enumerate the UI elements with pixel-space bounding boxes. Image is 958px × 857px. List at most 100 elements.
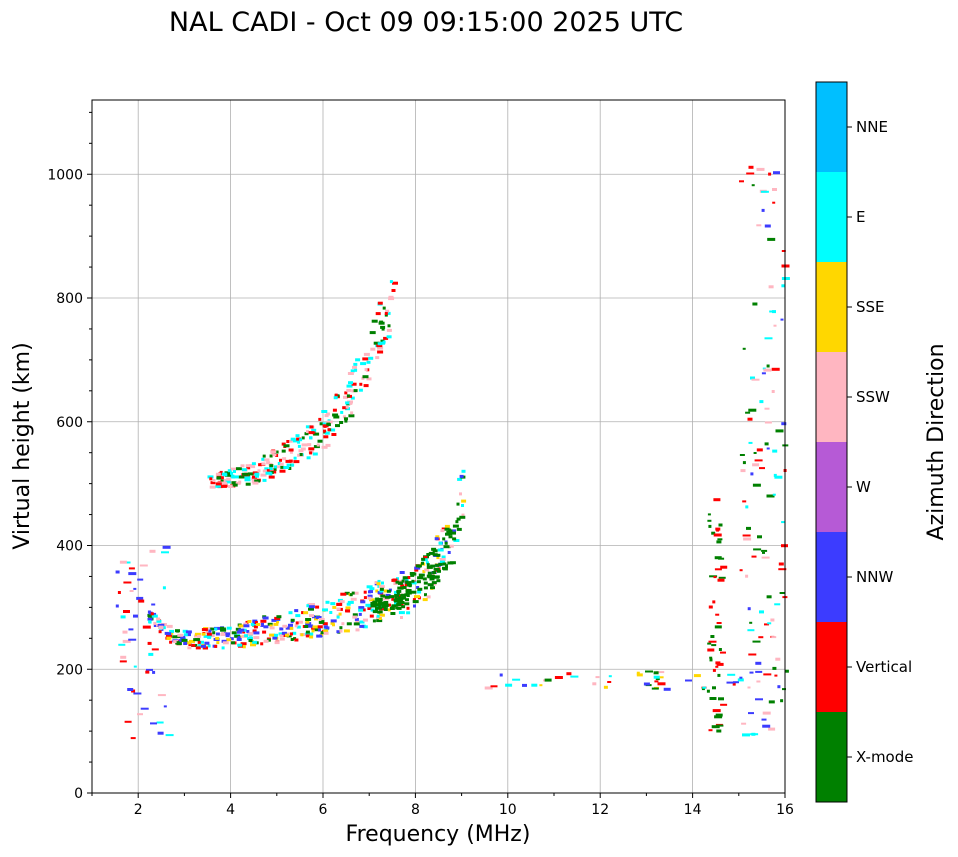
echo-point	[308, 447, 315, 451]
echo-point	[764, 623, 769, 626]
echo-point	[318, 620, 324, 624]
echo-point	[436, 556, 440, 560]
echo-point	[391, 289, 396, 292]
echo-point	[772, 310, 776, 314]
echo-point	[444, 524, 450, 528]
echo-point	[421, 561, 424, 565]
echo-point	[384, 312, 388, 315]
echo-point	[444, 541, 448, 545]
echo-point	[281, 634, 288, 637]
echo-point	[384, 601, 389, 604]
echo-point	[251, 480, 255, 483]
echo-point	[262, 630, 267, 634]
echo-point	[376, 582, 381, 586]
echo-point	[780, 318, 784, 321]
echo-point	[426, 595, 431, 599]
echo-point	[377, 610, 381, 614]
echo-point	[442, 562, 447, 566]
echo-point	[756, 167, 765, 171]
echo-point	[371, 319, 378, 323]
echo-point	[745, 574, 749, 578]
echo-point	[742, 347, 746, 350]
echo-point	[359, 382, 363, 386]
echo-point	[254, 472, 260, 476]
echo-point	[269, 624, 273, 628]
echo-point	[392, 578, 398, 582]
echo-point	[322, 424, 329, 428]
echo-point	[434, 537, 439, 541]
echo-point	[376, 619, 383, 623]
echo-point	[761, 372, 766, 375]
echo-point	[755, 698, 763, 701]
echo-point	[421, 557, 426, 561]
echo-point	[269, 464, 274, 468]
echo-point	[333, 415, 340, 419]
echo-point	[261, 622, 264, 626]
echo-point	[432, 553, 438, 557]
echo-point	[753, 452, 757, 454]
echo-point	[351, 591, 355, 595]
echo-point	[296, 625, 301, 629]
echo-point	[214, 627, 218, 631]
echo-point	[253, 636, 260, 640]
echo-point	[431, 581, 437, 585]
echo-point	[453, 539, 460, 542]
echo-point	[770, 618, 775, 622]
echo-point	[726, 681, 734, 684]
echo-point	[165, 734, 174, 737]
echo-point	[385, 309, 390, 313]
echo-point	[745, 505, 749, 509]
echo-point	[353, 389, 358, 393]
echo-point	[381, 605, 387, 609]
echo-point	[363, 352, 370, 356]
echo-point	[205, 630, 209, 634]
echo-point	[332, 413, 339, 417]
echo-point	[411, 590, 417, 594]
echo-point	[439, 558, 446, 561]
echo-point	[761, 549, 768, 552]
echo-point	[401, 579, 405, 583]
echo-point	[247, 620, 252, 623]
echo-point	[321, 620, 325, 624]
echo-point	[762, 724, 771, 728]
echo-point	[285, 633, 289, 637]
echo-point	[338, 612, 342, 616]
colorbar-tick-label: NNE	[856, 118, 888, 136]
x-tick-label: 14	[684, 802, 702, 818]
echo-point	[295, 434, 300, 438]
echo-point	[278, 632, 283, 636]
echo-point	[269, 633, 276, 637]
echo-point	[133, 692, 142, 695]
echo-point	[397, 586, 404, 590]
echo-point	[346, 388, 352, 392]
echo-point	[709, 658, 713, 662]
echo-point	[127, 688, 134, 691]
echo-point	[766, 494, 775, 498]
echo-point	[152, 670, 156, 674]
echo-point	[309, 603, 315, 606]
echo-point	[301, 436, 305, 440]
echo-point	[707, 519, 712, 522]
echo-point	[720, 703, 728, 706]
echo-point	[281, 449, 286, 453]
echo-point	[775, 429, 784, 433]
echo-point	[305, 620, 310, 624]
echo-point	[201, 632, 206, 636]
echo-point	[156, 617, 161, 621]
echo-point	[441, 555, 446, 559]
colorbar-segment-e	[816, 172, 847, 262]
echo-point	[375, 606, 380, 610]
echo-point	[444, 527, 450, 531]
echo-point	[766, 447, 770, 450]
echo-point	[345, 401, 351, 405]
echo-point	[354, 591, 359, 595]
echo-point	[369, 587, 375, 591]
echo-point	[220, 476, 224, 480]
echo-point	[424, 568, 430, 572]
echo-point	[247, 637, 253, 640]
echo-point	[326, 420, 333, 424]
echo-point	[128, 572, 137, 576]
echo-point	[452, 537, 457, 541]
echo-point	[215, 632, 220, 636]
echo-point	[570, 675, 579, 678]
